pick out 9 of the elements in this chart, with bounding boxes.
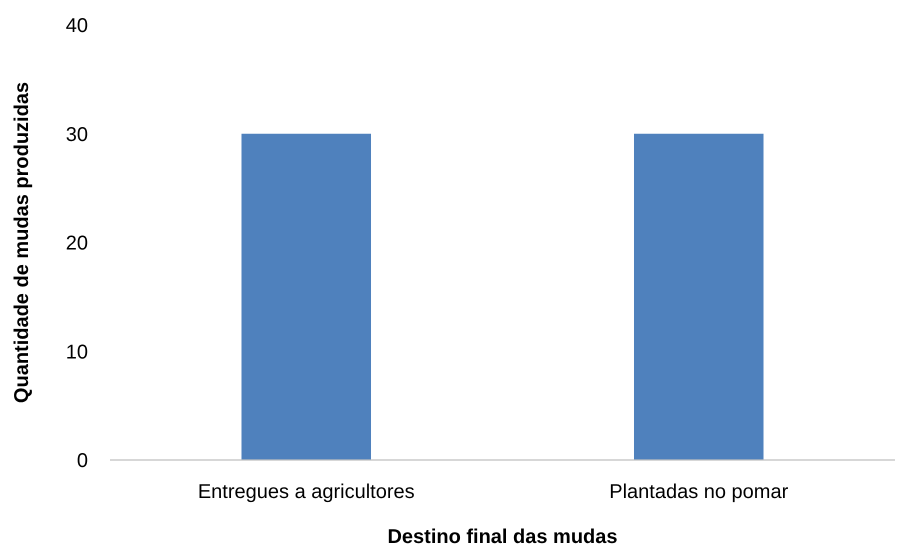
y-tick-label: 20 bbox=[66, 232, 88, 254]
y-tick-label: 30 bbox=[66, 124, 88, 146]
y-axis-title: Quantidade de mudas produzidas bbox=[11, 82, 33, 404]
x-tick-label: Plantadas no pomar bbox=[609, 481, 789, 503]
y-tick-label: 40 bbox=[66, 15, 88, 37]
x-axis-title: Destino final das mudas bbox=[387, 526, 618, 548]
y-tick-label: 0 bbox=[76, 450, 88, 472]
y-tick-label: 10 bbox=[66, 341, 88, 364]
x-tick-label: Entregues a agricultores bbox=[198, 481, 415, 503]
